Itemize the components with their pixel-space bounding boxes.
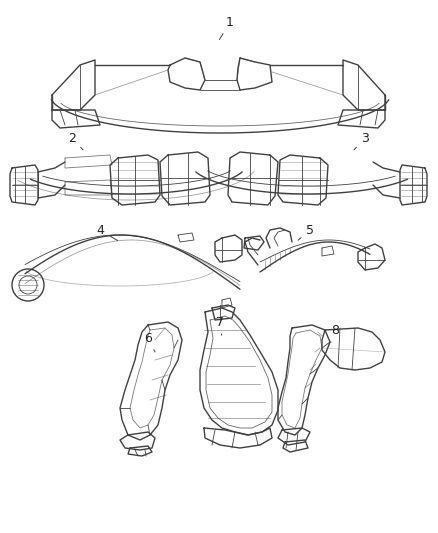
Text: 6: 6 [144,332,155,352]
Text: 2: 2 [68,132,83,150]
Text: 4: 4 [96,223,118,240]
Text: 7: 7 [216,316,224,335]
Text: 5: 5 [298,223,314,240]
Text: 3: 3 [354,132,369,150]
Text: 8: 8 [331,324,339,342]
Text: 1: 1 [219,15,234,39]
